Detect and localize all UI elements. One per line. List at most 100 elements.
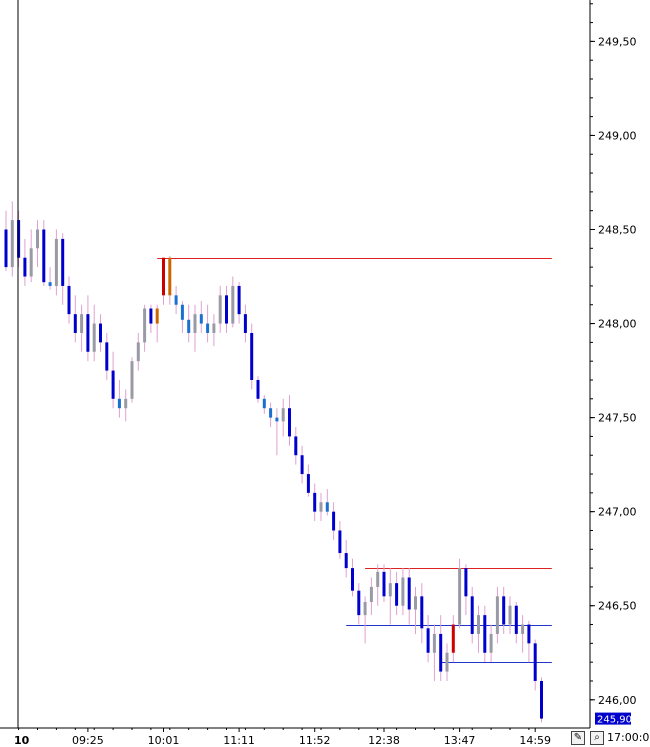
bar-body: [325, 502, 329, 512]
bar-body: [395, 583, 399, 606]
bar-body: [407, 577, 411, 610]
bar-body: [533, 643, 537, 681]
draw-tool-icon[interactable]: ✎: [571, 731, 585, 745]
bar-body: [29, 248, 33, 277]
bar-body: [117, 398, 121, 409]
bar-body: [369, 586, 373, 602]
bar-body: [231, 285, 235, 324]
zoom-icon[interactable]: ⌕: [590, 731, 604, 745]
price-axis: 249,50 249,00 248,50 248,00 247,50 247,00 246,…: [589, 0, 637, 728]
bar-body: [351, 568, 354, 591]
x-tick-label: 11:52: [299, 734, 331, 747]
y-tick-label: 249,00: [598, 129, 637, 142]
bar-body: [382, 571, 386, 597]
date-marker-label: 10: [14, 734, 30, 747]
bar-body: [319, 502, 323, 512]
y-tick-label: 248,00: [598, 318, 637, 331]
bar-body: [495, 596, 499, 634]
bar-body: [451, 624, 455, 653]
bar-body: [300, 455, 304, 475]
bar-body: [36, 229, 39, 249]
bar-body: [187, 319, 191, 333]
axis-corner-time: 17:00:00: [607, 731, 650, 744]
bar-body: [155, 308, 159, 324]
bar-body: [168, 257, 172, 296]
last-price-marker: [595, 712, 631, 725]
bar-body: [193, 314, 197, 333]
bar-body: [262, 398, 266, 409]
bar-body: [458, 568, 462, 625]
bar-body: [243, 314, 247, 333]
bar-body: [67, 285, 71, 315]
bar-body: [80, 314, 84, 333]
bar-body: [17, 220, 21, 258]
y-tick-label: 246,50: [598, 600, 637, 613]
bar-body: [508, 605, 512, 625]
bar-body: [357, 590, 361, 616]
bar-body: [149, 308, 153, 324]
bar-body: [313, 492, 317, 512]
x-tick-label: 14:59: [519, 734, 551, 747]
bar-body: [527, 624, 531, 644]
bar-body: [99, 323, 102, 343]
bar-body: [281, 408, 285, 422]
bar-body: [23, 257, 27, 277]
y-tick-label: 247,00: [598, 506, 637, 519]
bar-body: [477, 615, 480, 634]
y-tick-label: 247,50: [598, 412, 637, 425]
bar-body: [92, 323, 96, 352]
bar-body: [10, 220, 14, 268]
bar-body: [426, 628, 430, 653]
x-tick-label: 11:11: [223, 734, 255, 747]
bar-body: [332, 511, 336, 531]
y-tick-label: 246,00: [598, 694, 637, 707]
bar-body: [73, 314, 77, 333]
bar-body: [4, 229, 8, 268]
bar-body: [521, 624, 525, 634]
bar-body: [218, 295, 222, 324]
x-tick-label: 09:25: [72, 734, 104, 747]
bar-body: [86, 314, 90, 352]
bar-body: [42, 229, 46, 283]
y-tick-label: 248,50: [598, 223, 637, 236]
bar-body: [483, 615, 487, 653]
bar-body: [540, 680, 543, 719]
last-price-label: 245,90: [597, 715, 632, 726]
bar-body: [225, 295, 228, 324]
bar-body: [174, 295, 178, 305]
bar-body: [445, 652, 449, 672]
x-tick-label: 10:01: [148, 734, 180, 747]
x-tick-label: 13:47: [444, 734, 476, 747]
bar-body: [401, 577, 405, 606]
bar-body: [269, 408, 273, 418]
bar-body: [275, 417, 279, 422]
bar-body: [54, 238, 58, 286]
bar-body: [420, 596, 424, 629]
bar-body: [470, 596, 474, 634]
bar-body: [306, 474, 310, 493]
bar-body: [439, 633, 443, 672]
bar-body: [61, 238, 65, 286]
bar-body: [212, 323, 216, 333]
bar-body: [206, 323, 210, 333]
bar-body: [256, 379, 260, 399]
bar-body: [237, 285, 241, 315]
price-levels: [157, 258, 552, 663]
time-axis: 10 09:25 10:01 11:11 11:52 12:38 13:47 14:59: [0, 0, 590, 747]
x-tick-label: 12:38: [368, 734, 400, 747]
bar-body: [464, 568, 468, 597]
bar-body: [489, 633, 493, 653]
bar-body: [514, 605, 518, 634]
bar-body: [143, 308, 147, 343]
bar-body: [105, 342, 109, 371]
bar-body: [432, 633, 436, 653]
bar-body: [124, 398, 128, 409]
bar-body: [414, 596, 417, 610]
ohlc-bars: [4, 201, 543, 723]
bar-body: [502, 596, 506, 625]
bar-body: [344, 553, 348, 569]
bar-body: [363, 601, 367, 616]
y-tick-label: 249,50: [598, 35, 637, 48]
bar-body: [288, 408, 291, 437]
